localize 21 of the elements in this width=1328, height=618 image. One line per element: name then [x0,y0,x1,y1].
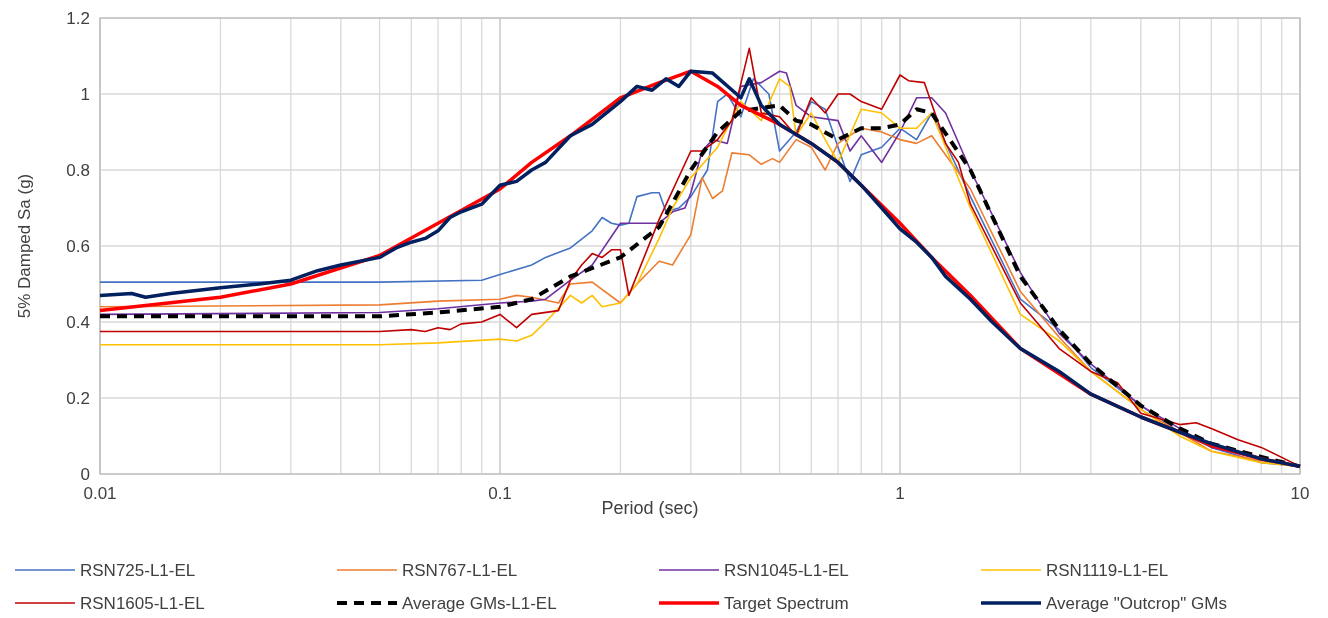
y-tick-label: 0.2 [66,389,90,408]
y-tick-label: 0 [80,465,90,484]
x-tick-label: 0.01 [83,484,117,503]
x-tick-label: 1 [895,484,905,503]
legend-label: RSN725-L1-EL [80,561,196,580]
y-tick-label: 0.4 [66,313,90,332]
y-axis-title: 5% Damped Sa (g) [15,173,34,319]
legend-label: Average GMs-L1-EL [402,594,557,613]
y-tick-label: 0.6 [66,237,90,256]
legend-label: RSN1045-L1-EL [724,561,849,580]
legend-label: Average "Outcrop" GMs [1046,594,1227,613]
y-tick-label: 1.2 [66,9,90,28]
legend-label: Target Spectrum [724,594,849,613]
y-tick-label: 0.8 [66,161,90,180]
legend-label: RSN1605-L1-EL [80,594,205,613]
legend-label: RSN767-L1-EL [402,561,518,580]
x-tick-label: 10 [1290,484,1310,503]
x-tick-label: 0.1 [488,484,512,503]
x-axis-title: Period (sec) [601,498,699,518]
y-tick-label: 1 [80,85,90,104]
legend-label: RSN1119-L1-EL [1046,561,1169,580]
